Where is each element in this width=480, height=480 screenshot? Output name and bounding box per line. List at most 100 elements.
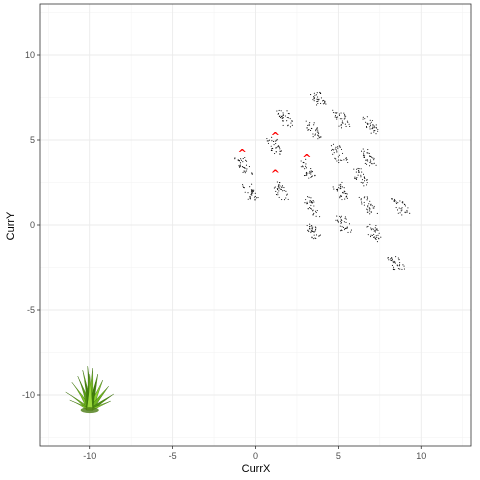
data-point: [370, 229, 372, 231]
data-point: [316, 131, 318, 133]
data-point: [340, 125, 342, 127]
data-point: [368, 152, 370, 154]
data-point: [310, 170, 312, 172]
data-point: [280, 117, 282, 119]
data-point: [370, 156, 373, 158]
data-point: [340, 148, 343, 150]
data-point: [275, 194, 278, 196]
data-point: [281, 186, 283, 188]
data-point: [336, 215, 338, 217]
data-point: [370, 121, 372, 123]
data-point: [373, 159, 375, 161]
data-point: [282, 112, 284, 114]
data-point: [401, 268, 403, 270]
data-point: [339, 188, 341, 190]
data-point: [369, 128, 371, 130]
data-point: [243, 187, 245, 189]
data-point: [356, 177, 358, 179]
data-point: [308, 196, 310, 198]
data-point: [242, 184, 244, 186]
x-axis-ticks: -10 -5 0 5 10: [83, 446, 426, 461]
data-point: [336, 160, 338, 162]
data-point: [368, 207, 370, 209]
data-point: [360, 150, 363, 152]
data-point: [304, 168, 306, 170]
data-point: [306, 171, 308, 173]
data-point: [291, 124, 293, 126]
data-point: [317, 100, 319, 102]
data-point: [300, 160, 302, 162]
data-point: [310, 231, 312, 234]
data-point: [338, 145, 340, 147]
data-point: [372, 157, 374, 159]
data-point: [339, 159, 342, 161]
x-axis-title: CurrX: [242, 463, 271, 475]
data-point: [389, 258, 392, 260]
data-point: [334, 112, 336, 114]
data-point: [345, 218, 347, 220]
data-point: [370, 227, 372, 229]
data-point: [250, 194, 252, 196]
data-point: [314, 237, 316, 239]
data-point: [401, 207, 403, 209]
data-point: [362, 118, 364, 120]
data-point: [316, 98, 318, 100]
data-point: [403, 265, 405, 267]
data-point: [304, 174, 306, 177]
data-point: [315, 227, 317, 229]
data-point: [277, 185, 279, 188]
data-point: [278, 115, 280, 118]
data-point: [369, 208, 371, 210]
data-point: [402, 202, 404, 204]
data-point: [286, 110, 288, 112]
data-point: [340, 220, 342, 222]
data-point: [287, 112, 289, 115]
data-point: [369, 155, 371, 157]
data-point: [318, 132, 320, 134]
data-point: [279, 148, 281, 150]
data-point: [373, 127, 375, 129]
data-point: [374, 236, 376, 238]
data-point: [333, 149, 335, 151]
data-point: [336, 189, 338, 191]
data-point: [304, 202, 306, 204]
data-point: [374, 130, 376, 132]
data-point: [311, 224, 313, 227]
data-point: [319, 234, 321, 236]
data-point: [244, 156, 246, 159]
data-point: [242, 158, 244, 160]
data-point: [313, 231, 315, 233]
data-point: [287, 198, 289, 200]
data-point: [249, 198, 251, 200]
data-point: [277, 112, 280, 114]
data-point: [338, 184, 340, 186]
data-point: [399, 200, 401, 202]
data-point: [309, 172, 311, 174]
data-point: [348, 123, 350, 125]
data-point: [310, 202, 312, 204]
data-point: [374, 237, 376, 239]
data-point: [300, 166, 302, 168]
data-point: [360, 176, 362, 178]
data-point: [310, 207, 312, 209]
data-point: [393, 266, 395, 268]
data-point: [394, 269, 396, 271]
grass-plant-icon: [65, 366, 114, 414]
data-point: [281, 185, 284, 187]
data-point: [371, 205, 373, 207]
data-point: [375, 164, 377, 166]
data-point: [373, 207, 375, 209]
data-point: [404, 204, 406, 206]
data-point: [346, 120, 348, 122]
data-point: [345, 125, 347, 127]
data-point: [403, 268, 405, 270]
data-point: [373, 236, 375, 238]
data-point: [275, 142, 277, 145]
data-point: [366, 196, 368, 198]
data-point: [308, 225, 311, 228]
data-point: [366, 179, 368, 181]
data-point: [334, 116, 336, 118]
data-point: [314, 174, 316, 177]
data-point: [361, 179, 363, 181]
data-point: [341, 186, 343, 188]
